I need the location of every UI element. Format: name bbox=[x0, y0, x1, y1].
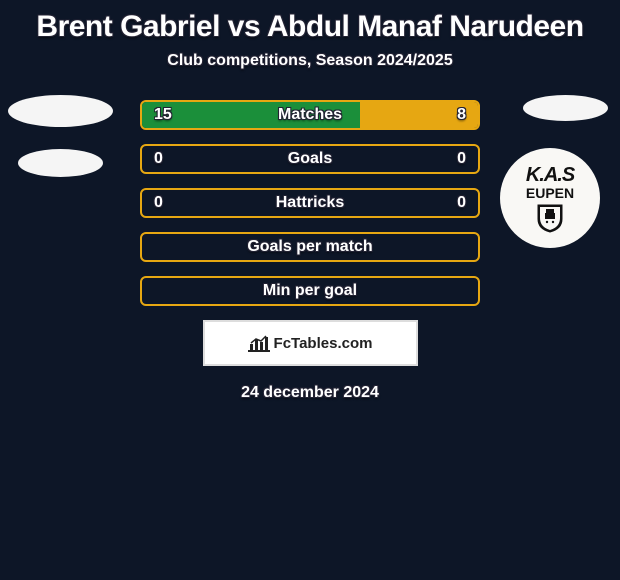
crest-line2: EUPEN bbox=[526, 185, 574, 201]
stat-bar-track: Goals per match bbox=[140, 232, 480, 262]
stat-right-value: 0 bbox=[457, 150, 466, 168]
crest-line1: K.A.S bbox=[526, 164, 574, 187]
player-right-placeholder bbox=[523, 95, 608, 121]
stat-left-value: 0 bbox=[154, 194, 163, 212]
stat-bar: Goals per match bbox=[140, 232, 480, 262]
page-title: Brent Gabriel vs Abdul Manaf Narudeen bbox=[0, 0, 620, 44]
stat-bar-track: 15 8 Matches bbox=[140, 100, 480, 130]
placeholder-ellipse bbox=[18, 149, 103, 177]
date-line: 24 december 2024 bbox=[0, 384, 620, 402]
stat-right-value: 8 bbox=[457, 106, 466, 124]
footer-brand-text: FcTables.com bbox=[274, 335, 373, 352]
stat-bar: Min per goal bbox=[140, 276, 480, 306]
stat-bar: 0 0 Goals bbox=[140, 144, 480, 174]
shield-icon bbox=[536, 203, 564, 233]
stat-bar: 0 0 Hattricks bbox=[140, 188, 480, 218]
club-crest: K.A.S EUPEN bbox=[500, 148, 600, 248]
placeholder-ellipse bbox=[8, 95, 113, 127]
placeholder-ellipse bbox=[523, 95, 608, 121]
stat-bar: 15 8 Matches bbox=[140, 100, 480, 130]
stat-bar-track: 0 0 Goals bbox=[140, 144, 480, 174]
stat-label: Hattricks bbox=[276, 194, 344, 212]
stat-label: Goals per match bbox=[247, 238, 372, 256]
stats-area: K.A.S EUPEN 15 8 Matches 0 0 Goals 0 0 Hattricks… bbox=[0, 100, 620, 402]
stat-bar-track: Min per goal bbox=[140, 276, 480, 306]
footer-brand-box: FcTables.com bbox=[203, 320, 418, 366]
chart-icon bbox=[248, 334, 270, 352]
stat-right-value: 0 bbox=[457, 194, 466, 212]
page-subtitle: Club competitions, Season 2024/2025 bbox=[0, 52, 620, 70]
stat-label: Matches bbox=[278, 106, 342, 124]
stat-left-value: 0 bbox=[154, 150, 163, 168]
club-badge-eupen: K.A.S EUPEN bbox=[500, 148, 600, 248]
stat-left-value: 15 bbox=[154, 106, 172, 124]
stat-bar-track: 0 0 Hattricks bbox=[140, 188, 480, 218]
stat-label: Min per goal bbox=[263, 282, 357, 300]
stat-label: Goals bbox=[288, 150, 332, 168]
player-left-badges bbox=[8, 95, 113, 177]
